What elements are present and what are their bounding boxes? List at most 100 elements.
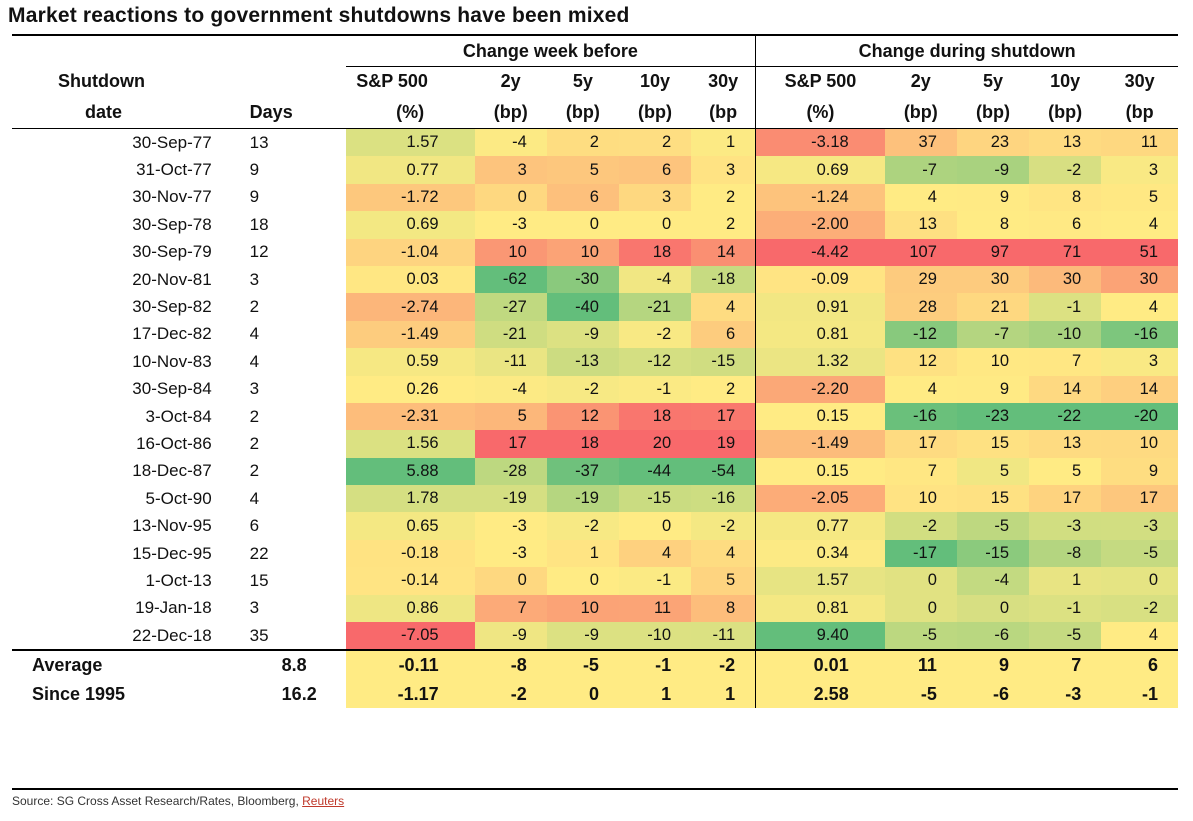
summary-days: 16.2: [281, 683, 317, 704]
cell-days: 3: [249, 269, 260, 289]
cell-during-10y: -5: [1029, 622, 1102, 651]
cell-shutdown-date: 17-Dec-82: [132, 324, 212, 344]
cell-shutdown-date: 30-Sep-77: [132, 132, 212, 152]
cell-days: 6: [249, 516, 260, 536]
cell-before-spx: -2.31: [345, 402, 475, 431]
cell-before-10y: -4: [618, 265, 692, 294]
cell-during-spx: 0.91: [755, 293, 885, 321]
cell-shutdown-date: 5-Oct-90: [145, 488, 212, 508]
cell-before-10y: -21: [618, 293, 692, 321]
cell-before-2y: 7: [474, 594, 547, 623]
cell-before-2y: -11: [474, 348, 547, 376]
cell-during-5y: -23: [956, 402, 1030, 431]
col-header-during-5y: 5y: [982, 71, 1003, 91]
cell-during-2y: -17: [884, 539, 957, 568]
cell-during-spx: 0.81: [755, 320, 885, 349]
cell-during-30y: 5: [1101, 183, 1178, 212]
cell-days: 9: [249, 187, 260, 207]
chart-title: Market reactions to government shutdowns…: [8, 4, 630, 27]
cell-before-5y: -30: [546, 265, 619, 294]
cell-before-30y: 1: [691, 128, 756, 157]
cell-before-spx: 0.65: [345, 512, 475, 540]
table-row: 16-Oct-86 2 1.56 17 18 20 19 -1.49 17 15 13 10: [12, 430, 1178, 458]
table-row: 13-Nov-95 6 0.65 -3 -2 0 -2 0.77 -2 -5 -3 -3: [12, 512, 1178, 540]
cell-before-2y: -4: [474, 128, 547, 157]
cell-before-spx: 0.69: [345, 211, 475, 239]
table-row: 18-Dec-87 2 5.88 -28 -37 -44 -54 0.15 7 5 5 9: [12, 457, 1178, 486]
summary-during-2y: 11: [884, 649, 957, 680]
cell-days: 2: [249, 406, 260, 426]
cell-before-spx: -2.74: [345, 293, 475, 321]
table-row: 30-Sep-84 3 0.26 -4 -2 -1 2 -2.20 4 9 14 14: [12, 375, 1178, 403]
cell-before-30y: 2: [691, 211, 756, 239]
cell-before-30y: 6: [691, 320, 756, 349]
summary-during-10y: -3: [1029, 679, 1102, 709]
cell-shutdown-date: 20-Nov-81: [132, 269, 212, 289]
table-row: 30-Sep-78 18 0.69 -3 0 0 2 -2.00 13 8 6 4: [12, 211, 1178, 239]
cell-before-2y: 0: [474, 567, 547, 595]
cell-during-10y: 6: [1029, 211, 1102, 239]
source-link[interactable]: Reuters: [302, 794, 345, 808]
table-row: 31-Oct-77 9 0.77 3 5 6 3 0.69 -7 -9 -2 3: [12, 156, 1178, 184]
cell-during-2y: 107: [884, 238, 957, 266]
cell-during-5y: 97: [956, 238, 1030, 266]
cell-during-10y: -2: [1029, 156, 1102, 184]
cell-before-2y: -3: [474, 512, 547, 540]
cell-days: 2: [249, 433, 260, 453]
cell-during-2y: 7: [884, 457, 957, 486]
cell-during-spx: 0.69: [755, 156, 885, 184]
col-header-during-2y: 2y: [910, 71, 931, 91]
cell-shutdown-date: 1-Oct-13: [145, 570, 212, 590]
cell-during-2y: 0: [884, 594, 957, 623]
summary-during-30y: 6: [1101, 649, 1178, 680]
footer-rule: [12, 788, 1178, 790]
cell-during-5y: -9: [956, 156, 1030, 184]
col-header-date-1: Shutdown: [58, 70, 145, 91]
cell-shutdown-date: 30-Sep-82: [132, 297, 212, 317]
cell-during-30y: 4: [1101, 293, 1178, 321]
cell-before-10y: 18: [618, 238, 692, 266]
cell-before-spx: -1.72: [345, 183, 475, 212]
cell-before-2y: 10: [474, 238, 547, 266]
summary-before-spx: -0.11: [345, 649, 475, 680]
cell-days: 3: [249, 598, 260, 618]
cell-days: 22: [249, 543, 269, 563]
summary-label: Average: [12, 649, 242, 680]
cell-before-5y: -2: [546, 375, 619, 403]
cell-during-spx: 0.34: [755, 539, 885, 568]
cell-days: 35: [249, 625, 269, 645]
table-row: 19-Jan-18 3 0.86 7 10 11 8 0.81 0 0 -1 -2: [12, 594, 1178, 623]
cell-before-2y: -21: [474, 320, 547, 349]
summary-during-30y: -1: [1101, 679, 1178, 709]
cell-shutdown-date: 30-Sep-79: [132, 242, 212, 262]
cell-during-30y: 10: [1101, 430, 1178, 458]
cell-before-30y: 4: [691, 293, 756, 321]
cell-during-spx: -1.49: [755, 430, 885, 458]
cell-during-spx: 0.77: [755, 512, 885, 540]
col-header-days: Days: [249, 101, 293, 122]
cell-during-10y: -3: [1029, 512, 1102, 540]
cell-before-spx: -7.05: [345, 622, 475, 651]
cell-during-spx: -4.42: [755, 238, 885, 266]
cell-during-spx: 0.15: [755, 402, 885, 431]
cell-during-2y: 37: [884, 128, 957, 157]
cell-days: 4: [249, 324, 260, 344]
cell-before-spx: 5.88: [345, 457, 475, 486]
cell-before-30y: -15: [691, 348, 756, 376]
cell-before-10y: 2: [618, 128, 692, 157]
cell-before-5y: 10: [546, 238, 619, 266]
cell-days: 4: [249, 488, 260, 508]
summary-during-2y: -5: [884, 679, 957, 709]
source-note: Source: SG Cross Asset Research/Rates, B…: [12, 794, 344, 808]
cell-before-10y: -15: [618, 485, 692, 513]
cell-during-10y: 13: [1029, 128, 1102, 157]
col-header-during-30y: 30y: [1124, 71, 1155, 91]
cell-before-5y: 5: [546, 156, 619, 184]
col-header-before-5y: 5y: [572, 71, 593, 91]
summary-during-spx: 0.01: [755, 649, 885, 680]
cell-before-10y: 18: [618, 402, 692, 431]
cell-during-5y: -7: [956, 320, 1030, 349]
cell-during-5y: 21: [956, 293, 1030, 321]
col-unit-before-2y: (bp): [493, 101, 528, 122]
summary-before-10y: -1: [618, 649, 692, 680]
